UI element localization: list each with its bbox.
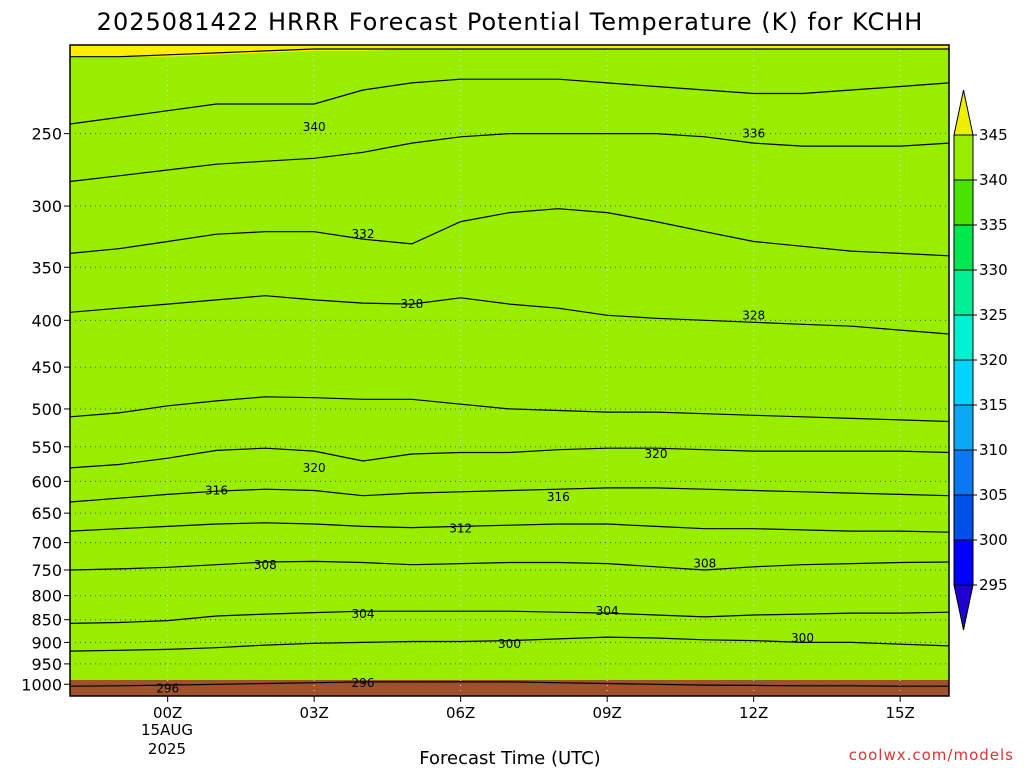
x-tick-label: 03Z — [299, 704, 328, 722]
contour-label: 328 — [400, 297, 423, 311]
contour-label: 336 — [742, 127, 765, 141]
plot-area: 340 336 332 328 328 320 320 316 316 312 308 308 304 3… — [70, 45, 949, 696]
colorbar-box — [953, 404, 974, 451]
x-date-line-1: 15AUG — [141, 721, 193, 739]
colorbar-box — [953, 269, 974, 316]
plot-frame — [69, 44, 950, 697]
surface-ground — [70, 680, 949, 696]
contour-300 — [70, 636, 949, 652]
colorbar-tick-label: 345 — [979, 126, 1008, 144]
contour-label: 312 — [449, 522, 472, 536]
x-date-line-2: 2025 — [148, 740, 186, 758]
y-tick-label: 650 — [31, 504, 62, 523]
contour-312 — [70, 522, 949, 533]
contour-320 — [70, 447, 949, 469]
contour-304 — [70, 610, 949, 624]
x-tick-label: 06Z — [446, 704, 475, 722]
colorbar-tick-label: 320 — [979, 351, 1008, 369]
y-tick-label: 750 — [31, 561, 62, 580]
y-tick-label: 250 — [31, 125, 62, 144]
colorbar-arrow-bottom — [953, 584, 974, 631]
y-tick-label: 850 — [31, 611, 62, 630]
x-tick-label: 09Z — [592, 704, 621, 722]
colorbar-box — [953, 539, 974, 586]
contour-296 — [70, 681, 949, 687]
x-tick-label: 15Z — [885, 704, 914, 722]
contour-label: 304 — [352, 607, 375, 621]
colorbar-box — [953, 359, 974, 406]
contour-336 — [70, 133, 949, 183]
y-tick-label: 300 — [31, 197, 62, 216]
y-tick-label: 550 — [31, 438, 62, 457]
contour-label: 300 — [791, 631, 814, 645]
contour-label: 304 — [596, 604, 619, 618]
y-tick-label: 700 — [31, 534, 62, 553]
y-tick-label: 800 — [31, 587, 62, 606]
y-tick-label: 900 — [31, 633, 62, 652]
contour-label: 300 — [498, 637, 521, 651]
contour-label: 316 — [205, 484, 228, 498]
colorbar-box — [953, 314, 974, 361]
contour-label: 328 — [742, 308, 765, 322]
colorbar-tick-label: 335 — [979, 216, 1008, 234]
x-axis: 00Z 03Z 06Z 09Z 12Z 15Z — [153, 696, 915, 722]
x-tick-label: 00Z — [153, 704, 182, 722]
contour-labels: 340 336 332 328 328 320 320 316 316 312 308 308 304 3… — [156, 120, 814, 695]
contour-316 — [70, 487, 949, 503]
contour-332 — [70, 208, 949, 257]
y-tick-label: 400 — [31, 311, 62, 330]
credit-text: coolwx.com/models — [849, 746, 1014, 764]
y-tick-label: 350 — [31, 258, 62, 277]
contour-340 — [70, 78, 949, 125]
colorbar-tick-label: 310 — [979, 441, 1008, 459]
contour-label: 308 — [693, 557, 716, 571]
contour-label: 316 — [547, 490, 570, 504]
contour-308 — [70, 560, 949, 571]
colorbar-tick-label: 300 — [979, 531, 1008, 549]
y-tick-label: 950 — [31, 655, 62, 674]
contour-label: 308 — [254, 558, 277, 572]
contour-label: 320 — [303, 461, 326, 475]
colorbar-box — [953, 449, 974, 496]
colorbar-box — [953, 134, 974, 181]
y-tick-label: 500 — [31, 400, 62, 419]
x-tick-label: 12Z — [739, 704, 768, 722]
colorbar-tick-label: 315 — [979, 396, 1008, 414]
colorbar-tick-label: 325 — [979, 306, 1008, 324]
colorbar-tick-label: 305 — [979, 486, 1008, 504]
contour-label: 296 — [352, 676, 375, 690]
colorbar-tick-label: 330 — [979, 261, 1008, 279]
y-tick-label: 600 — [31, 472, 62, 491]
x-axis-label: Forecast Time (UTC) — [419, 748, 600, 768]
colorbar: 295 300 305 310 315 320 325 330 335 340 345 — [953, 89, 1008, 631]
y-tick-label: 450 — [31, 358, 62, 377]
colorbar-tick-label: 295 — [979, 576, 1008, 594]
contour-344 — [70, 48, 949, 58]
contour-label: 332 — [352, 227, 375, 241]
fill-band-345 — [70, 49, 949, 696]
colorbar-tick-label: 340 — [979, 171, 1008, 189]
colorbar-box — [953, 224, 974, 271]
colorbar-box — [953, 494, 974, 541]
contour-328 — [70, 295, 949, 335]
contour-324 — [70, 396, 949, 423]
y-tick-label: 1000 — [21, 675, 62, 694]
fill-bands — [70, 49, 949, 696]
y-axis: 250 300 350 400 450 500 550 600 650 700 750 800 850 9… — [21, 125, 70, 694]
colorbar-box — [953, 179, 974, 226]
colorbar-arrow-top — [953, 89, 974, 136]
chart-title: 2025081422 HRRR Forecast Potential Tempe… — [97, 8, 924, 36]
contour-lines — [70, 48, 949, 687]
contour-label: 340 — [303, 120, 326, 134]
grid-lines — [70, 45, 949, 696]
contour-label: 296 — [156, 682, 179, 696]
contour-label: 320 — [645, 447, 668, 461]
